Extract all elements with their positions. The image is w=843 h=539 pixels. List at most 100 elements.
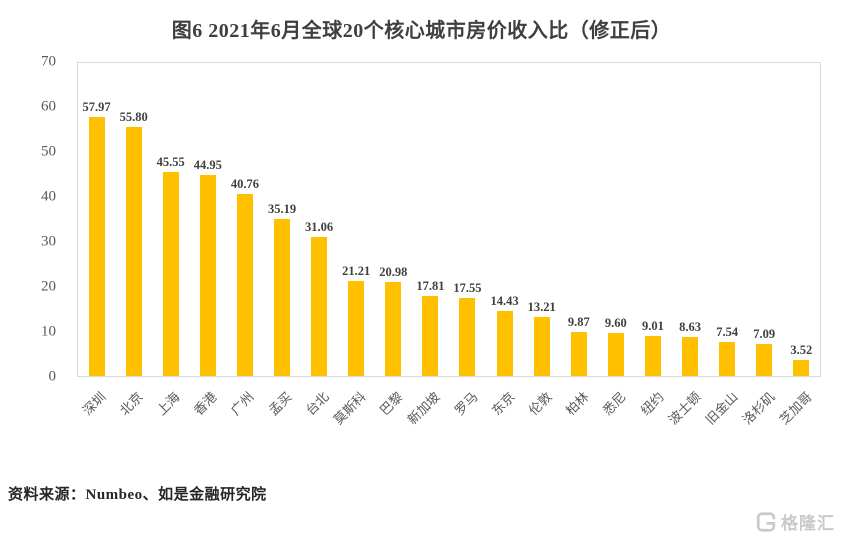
bar-slot: 57.97 xyxy=(78,63,115,376)
bar-value-label: 13.21 xyxy=(527,299,556,314)
x-slot: 芝加哥 xyxy=(777,378,821,463)
x-slot: 莫斯科 xyxy=(331,378,374,463)
x-tick-label: 东京 xyxy=(488,389,518,419)
x-slot: 柏林 xyxy=(561,378,598,463)
y-tick-label: 50 xyxy=(41,143,56,160)
bar-slot: 3.52 xyxy=(783,63,820,376)
x-tick-label: 香港 xyxy=(190,389,220,419)
x-slot: 深圳 xyxy=(77,378,114,463)
x-slot: 悉尼 xyxy=(598,378,635,463)
bar-value-label: 7.09 xyxy=(753,327,776,342)
bar-value-label: 3.52 xyxy=(790,343,813,358)
bar-value-label: 21.21 xyxy=(342,264,371,279)
bar xyxy=(162,172,179,376)
x-tick-label: 北京 xyxy=(116,389,146,419)
x-slot: 香港 xyxy=(189,378,226,463)
x-tick-label: 上海 xyxy=(153,389,183,419)
x-slot: 纽约 xyxy=(635,378,672,463)
y-tick-label: 20 xyxy=(41,278,56,295)
x-slot: 孟买 xyxy=(263,378,300,463)
bar xyxy=(644,335,661,376)
y-tick-label: 40 xyxy=(41,188,56,205)
bar-slot: 44.95 xyxy=(189,63,226,376)
bar-value-label: 55.80 xyxy=(119,109,148,124)
x-axis-labels: 深圳 北京 上海 香港 广州 孟买 台北 莫斯科 巴黎 新加坡 罗马 东京 伦敦 柏林 悉尼 纽约 波士顿 旧金山… xyxy=(77,378,821,463)
bar-value-label: 35.19 xyxy=(267,201,297,216)
bar-slot: 45.55 xyxy=(152,63,189,376)
bar xyxy=(756,344,773,376)
bar xyxy=(385,282,402,376)
bar-value-label: 14.43 xyxy=(490,294,519,309)
bar xyxy=(570,331,587,376)
bar-value-label: 17.81 xyxy=(416,279,445,294)
x-tick-label: 孟买 xyxy=(265,389,295,419)
bar-slot: 9.01 xyxy=(634,63,671,376)
bar-value-label: 40.76 xyxy=(230,176,259,191)
y-tick-label: 30 xyxy=(41,233,56,250)
bar-slot: 55.80 xyxy=(115,63,152,376)
bar xyxy=(607,333,624,376)
bar xyxy=(496,311,513,376)
bar xyxy=(719,342,736,376)
bar-value-label: 9.01 xyxy=(642,318,664,333)
x-slot: 伦敦 xyxy=(523,378,560,463)
bar-slot: 40.76 xyxy=(226,63,263,376)
bar-slot: 13.21 xyxy=(523,63,560,376)
bar xyxy=(422,296,439,376)
x-slot: 上海 xyxy=(151,378,188,463)
bar xyxy=(793,360,810,376)
bar-value-label: 9.60 xyxy=(604,316,627,331)
bar-slot: 14.43 xyxy=(486,63,523,376)
x-slot: 波士顿 xyxy=(665,378,709,463)
x-tick-label: 广州 xyxy=(228,389,258,419)
bar-slot: 9.87 xyxy=(560,63,597,376)
y-tick-label: 60 xyxy=(41,98,56,115)
bar-slot: 20.98 xyxy=(375,63,412,376)
x-slot: 洛杉矶 xyxy=(740,378,784,463)
x-slot: 新加坡 xyxy=(405,378,449,463)
y-tick-label: 10 xyxy=(41,323,56,340)
bar-slot: 8.63 xyxy=(672,63,709,376)
bar xyxy=(88,116,105,376)
x-tick-label: 罗马 xyxy=(451,389,481,419)
bar-value-label: 9.87 xyxy=(567,314,590,329)
gelonghui-logo: 格隆汇 xyxy=(755,509,835,534)
x-tick-label: 伦敦 xyxy=(525,389,555,419)
bar-value-label: 45.55 xyxy=(156,155,185,170)
bar xyxy=(348,281,365,376)
bar-slot: 9.60 xyxy=(597,63,634,376)
plot-area: 57.97 55.80 45.55 44.95 40.76 35.19 31.06 21.21… xyxy=(77,62,821,377)
x-slot: 北京 xyxy=(114,378,151,463)
x-slot: 旧金山 xyxy=(703,378,746,463)
gelonghui-logo-icon xyxy=(755,511,777,533)
bar xyxy=(311,237,328,376)
x-slot: 台北 xyxy=(300,378,337,463)
bar xyxy=(459,297,476,376)
bar-slot: 7.09 xyxy=(746,63,783,376)
x-tick-label: 柏林 xyxy=(562,389,592,419)
bar-slot: 7.54 xyxy=(709,63,746,376)
bar-value-label: 8.63 xyxy=(679,320,701,335)
bar-value-label: 31.06 xyxy=(305,220,334,235)
bar-value-label: 17.55 xyxy=(453,280,482,295)
y-tick-label: 70 xyxy=(41,53,56,70)
x-slot: 东京 xyxy=(486,378,523,463)
x-slot: 巴黎 xyxy=(375,378,412,463)
bar-value-label: 20.98 xyxy=(379,265,408,280)
bar-value-label: 57.97 xyxy=(82,99,111,114)
gelonghui-logo-text: 格隆汇 xyxy=(781,514,835,533)
source-note: 资料来源：Numbeo、如是金融研究院 xyxy=(8,487,267,503)
bar xyxy=(125,126,142,376)
page-title: 图6 2021年6月全球20个核心城市房价收入比（修正后） xyxy=(171,20,672,42)
bar-value-label: 7.54 xyxy=(716,325,739,340)
bar-slot: 17.81 xyxy=(412,63,449,376)
x-slot: 罗马 xyxy=(449,378,486,463)
bar-value-label: 44.95 xyxy=(193,158,222,173)
bar xyxy=(682,337,699,376)
bar-slot: 35.19 xyxy=(263,63,300,376)
y-axis-labels: 0 10 20 30 40 50 60 70 xyxy=(0,54,77,385)
bar xyxy=(236,193,253,376)
y-tick-label: 0 xyxy=(48,368,57,385)
bar-slot: 31.06 xyxy=(301,63,338,376)
bar xyxy=(274,218,291,376)
